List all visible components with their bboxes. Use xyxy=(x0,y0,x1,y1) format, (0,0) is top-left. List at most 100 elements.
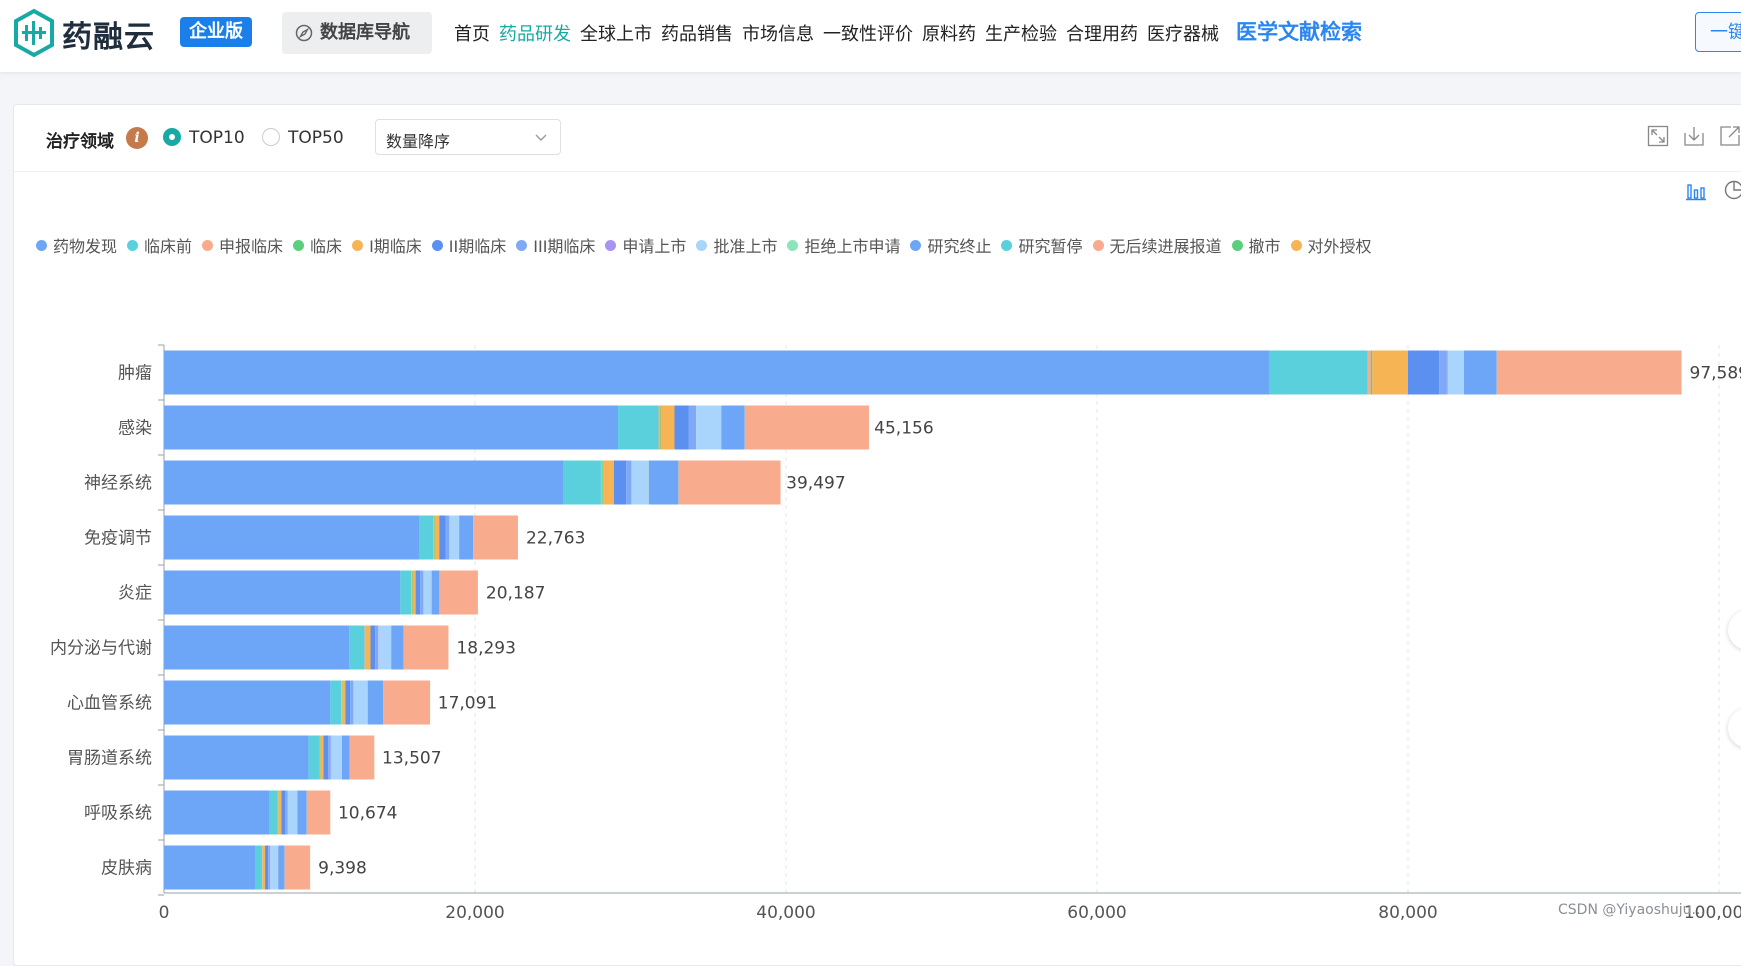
y-category-label: 感染 xyxy=(118,419,152,439)
bar-segment xyxy=(349,626,365,670)
bar-segment xyxy=(354,681,368,725)
bar-segment xyxy=(330,681,341,725)
bar-segment xyxy=(1372,351,1408,395)
bar-segment xyxy=(440,571,478,615)
bar-segment xyxy=(424,571,432,615)
y-category-label: 肿瘤 xyxy=(118,364,152,384)
bar-segment xyxy=(626,461,631,505)
bar-segment xyxy=(268,846,270,890)
bar-segment xyxy=(432,571,440,615)
bar-segment xyxy=(601,461,602,505)
bar-segment xyxy=(416,571,421,615)
bar-segment xyxy=(265,846,268,890)
bar-segment xyxy=(281,791,285,835)
bar-segment xyxy=(164,626,349,670)
bar-segment xyxy=(602,461,603,505)
bar-total-label: 13,507 xyxy=(382,749,441,769)
bar-segment xyxy=(350,736,375,780)
bar-segment xyxy=(631,461,648,505)
bar-total-label: 22,763 xyxy=(526,529,585,549)
bar-segment xyxy=(1408,351,1439,395)
bar-segment xyxy=(270,846,278,890)
bar-segment xyxy=(1371,351,1373,395)
bar-segment xyxy=(164,846,256,890)
bar-segment xyxy=(379,626,391,670)
y-category-label: 呼吸系统 xyxy=(84,804,152,824)
bar-segment xyxy=(285,846,311,890)
bar-segment xyxy=(1270,351,1368,395)
bar-total-label: 18,293 xyxy=(456,639,515,659)
bar-total-label: 45,156 xyxy=(874,419,933,439)
watermark: CSDN @Yiyaoshuju... xyxy=(1558,902,1705,918)
bar-segment xyxy=(324,736,329,780)
bar-segment xyxy=(164,406,618,450)
bar-segment xyxy=(745,406,869,450)
bar-segment xyxy=(614,461,626,505)
bar-segment xyxy=(603,461,614,505)
bar-segment xyxy=(1368,351,1371,395)
bar-segment xyxy=(371,626,376,670)
bar-segment xyxy=(473,516,518,560)
x-tick-label: 0 xyxy=(159,903,170,923)
bar-segment xyxy=(307,791,330,835)
bar-segment xyxy=(164,736,309,780)
bar-segment xyxy=(320,736,321,780)
bar-segment xyxy=(658,406,659,450)
bar-segment xyxy=(375,626,378,670)
bar-total-label: 39,497 xyxy=(786,474,845,494)
bar-segment xyxy=(288,791,297,835)
bar-segment xyxy=(391,626,403,670)
bar-segment xyxy=(256,846,262,890)
bar-segment xyxy=(459,516,473,560)
bar-segment xyxy=(1447,351,1448,395)
bar-segment xyxy=(661,406,675,450)
bar-segment xyxy=(689,406,696,450)
bar-segment xyxy=(309,736,320,780)
y-category-label: 皮肤病 xyxy=(101,859,152,879)
y-category-label: 炎症 xyxy=(118,584,152,604)
bar-total-label: 20,187 xyxy=(486,584,545,604)
bar-segment xyxy=(383,681,430,725)
bar-segment xyxy=(404,626,449,670)
x-tick-label: 40,000 xyxy=(756,903,815,923)
bar-segment xyxy=(1448,351,1464,395)
bar-segment xyxy=(412,571,415,615)
bar-segment xyxy=(400,571,411,615)
bar-total-label: 97,589 xyxy=(1690,364,1741,384)
bar-segment xyxy=(341,681,342,725)
bar-segment xyxy=(320,736,323,780)
bar-segment xyxy=(368,681,384,725)
bar-segment xyxy=(721,406,744,450)
bar-segment xyxy=(433,516,434,560)
bar-segment xyxy=(660,406,661,450)
bar-segment xyxy=(164,681,330,725)
bar-segment xyxy=(679,461,781,505)
bar-total-label: 17,091 xyxy=(438,694,497,714)
x-tick-label: 20,000 xyxy=(445,903,504,923)
bar-total-label: 9,398 xyxy=(318,859,367,879)
y-category-label: 神经系统 xyxy=(84,474,152,494)
bar-segment xyxy=(365,626,366,670)
bar-segment xyxy=(1439,351,1447,395)
bar-segment xyxy=(164,571,400,615)
bar-segment xyxy=(675,406,689,450)
bar-total-label: 10,674 xyxy=(338,804,397,824)
bar-segment xyxy=(445,516,449,560)
bar-segment xyxy=(350,681,353,725)
bar-segment xyxy=(164,351,1270,395)
x-tick-label: 80,000 xyxy=(1378,903,1437,923)
bar-segment xyxy=(164,791,270,835)
bar-segment xyxy=(270,791,278,835)
bar-segment xyxy=(439,516,445,560)
bar-segment xyxy=(1497,351,1682,395)
bar-segment xyxy=(411,571,412,615)
bar-segment xyxy=(345,681,350,725)
bar-segment xyxy=(331,736,342,780)
bar-segment xyxy=(649,461,679,505)
bar-segment xyxy=(419,516,433,560)
bar-segment xyxy=(297,791,306,835)
bar-segment xyxy=(1464,351,1497,395)
y-category-label: 心血管系统 xyxy=(67,694,152,714)
bar-segment xyxy=(328,736,330,780)
bar-segment xyxy=(164,461,564,505)
